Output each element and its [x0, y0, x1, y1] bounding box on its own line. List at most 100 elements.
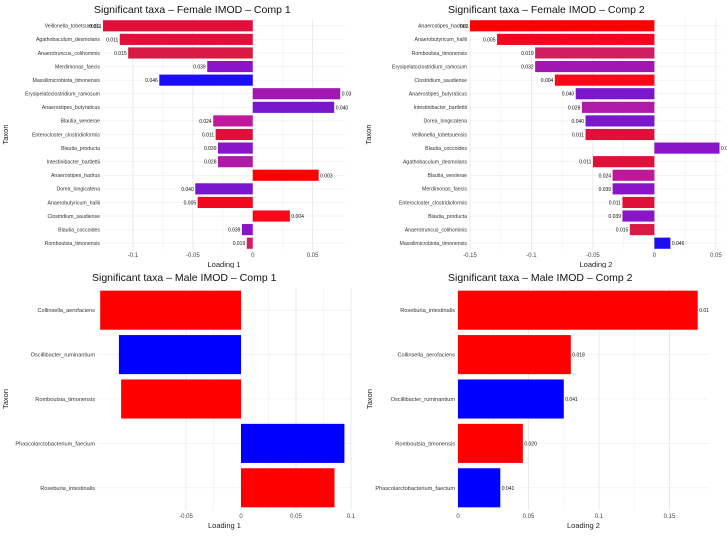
bar — [458, 379, 564, 419]
bar — [458, 468, 501, 508]
y-tick-label: Anaerobutyricum_hallii — [415, 37, 467, 43]
bar — [612, 169, 655, 181]
data-label: 0.020 — [524, 441, 537, 447]
bar — [241, 468, 335, 508]
bar — [458, 290, 698, 330]
y-axis-title: Taxon — [1, 124, 10, 144]
x-tick-label: 0.05 — [523, 514, 535, 520]
y-tick-label: Romboutsia_timonensis — [35, 397, 95, 403]
data-label: 0.041 — [502, 486, 515, 492]
y-tick-label: Enterocloster_clostridioformis — [32, 132, 100, 138]
bar — [121, 379, 241, 419]
y-tick-label: Clostridium_saudiense — [48, 214, 101, 220]
bar — [252, 88, 341, 100]
y-tick-label: Romboutsia_timonensis — [412, 51, 468, 57]
y-tick-label: Anaerostipes_hadrus — [418, 24, 467, 30]
data-label: 0.015 — [114, 51, 127, 57]
data-label: 0.01 — [699, 308, 709, 314]
x-tick-label: -0.1 — [128, 253, 139, 259]
bar — [458, 423, 523, 463]
y-axis-title: Taxon — [1, 389, 10, 409]
y-tick-label: Anaerostipes_butyraticus — [409, 92, 468, 98]
x-tick-label: 0.05 — [290, 514, 302, 520]
data-label: 0.040 — [572, 119, 585, 125]
bar — [159, 74, 253, 86]
y-tick-label: Blautia_coccoides — [58, 227, 100, 233]
y-tick-label: Oscillibacter_ruminantium — [31, 353, 96, 359]
data-label: 0.005 — [184, 200, 197, 206]
bar — [622, 210, 655, 222]
bar — [629, 224, 655, 236]
x-axis-title: Loading 2 — [567, 521, 600, 530]
x-tick-label: -0.05 — [179, 514, 193, 520]
bar — [535, 47, 655, 59]
y-tick-label: Anaerostipes_hadrus — [51, 173, 100, 179]
y-tick-label: Collinsella_aerofaciens — [37, 308, 95, 314]
y-tick-label: Roseburia_intestinalis — [40, 486, 95, 492]
x-tick-label: 0.1 — [347, 514, 356, 520]
y-tick-label: Massilimicrobiota_timonensis — [33, 78, 101, 84]
y-tick-label: Merdimonas_faecis — [422, 187, 467, 193]
y-tick-label: Veillonella_tobetsuensis — [45, 24, 101, 30]
bar — [207, 60, 253, 73]
chart-female-comp2: -0.15 -0.1 -0.05 0 0.05 Anaerostipes_hadrus00… — [364, 19, 727, 268]
x-tick-label: -0.15 — [463, 253, 477, 259]
bar — [103, 20, 253, 32]
data-label: 0.005 — [483, 37, 496, 43]
chart-male-comp1: -0.05 0 0.05 0.1 Collinsella_aerofaciens Osci… — [1, 288, 356, 530]
data-label: 0.046 — [145, 78, 158, 84]
data-label: 0.039 — [228, 228, 241, 234]
bar — [612, 183, 655, 195]
bar — [622, 196, 655, 209]
y-tick-label: Roseburia_intestinalis — [400, 308, 455, 314]
x-axis-title: Loading 1 — [208, 521, 241, 530]
data-label: 0.024 — [599, 173, 612, 179]
y-tick-label: Dorea_longicatena — [56, 187, 100, 193]
x-tick-label: 0.05 — [710, 253, 722, 259]
data-label: 0.024 — [199, 119, 212, 125]
y-tick-label: Blautia_wexlerae — [427, 173, 467, 179]
bar — [218, 156, 253, 168]
bar — [100, 290, 241, 330]
data-label: 0.0 — [721, 146, 727, 152]
bar — [654, 142, 720, 154]
x-tick-label: 0.1 — [595, 514, 604, 520]
data-label: 0.040 — [181, 187, 194, 193]
y-tick-label: Massilimicrobiota_timonensis — [400, 241, 468, 247]
data-label: 0.019 — [233, 241, 246, 247]
x-tick-label: 0.05 — [307, 253, 319, 259]
chart-title: Significant taxa – Male IMOD – Comp 1 — [92, 272, 277, 284]
data-label: 0.028 — [204, 160, 217, 166]
chart-female-comp1: -0.1 -0.05 0 0.05Veillonella_tobetsuensis0.… — [1, 19, 352, 268]
y-tick-label: Merdimonas_faecis — [55, 64, 100, 70]
y-tick-label: Phascolarctobacterium_faecium — [15, 441, 95, 447]
data-label: 0.004 — [541, 78, 554, 84]
data-label: 0.003 — [320, 173, 333, 179]
data-label: 0.039 — [204, 146, 217, 152]
bar — [128, 47, 253, 59]
y-tick-label: Phascolarctobacterium_faecium — [375, 486, 455, 492]
y-tick-label: Blautia_producta — [61, 146, 100, 152]
y-tick-label: Anaerobutyricum_hallii — [48, 200, 100, 206]
bar — [497, 33, 655, 45]
y-tick-label: Enterocloster_clostridioformis — [399, 200, 467, 206]
x-tick-label: 0 — [653, 253, 657, 259]
bar — [241, 224, 253, 236]
y-tick-label: Erysipelatoclostridium_ramosum — [25, 92, 100, 98]
y-tick-label: Intestinibacter_bartlettii — [414, 105, 467, 111]
data-label: 0.011 — [106, 37, 118, 43]
data-label: 0.040 — [562, 92, 575, 98]
bar — [535, 60, 655, 73]
x-tick-label: -0.05 — [586, 253, 600, 259]
data-label: 0.040 — [336, 105, 349, 111]
data-label: 0.011 — [579, 160, 591, 166]
bar — [575, 88, 655, 100]
bar — [252, 169, 319, 181]
x-tick-label: 0 — [239, 514, 243, 520]
chart-title: Significant taxa – Male IMOD – Comp 2 — [448, 272, 633, 284]
data-label: 0.039 — [608, 214, 621, 220]
data-label: 0.011 — [202, 133, 214, 139]
bar — [246, 237, 253, 249]
data-label: 0.011 — [572, 133, 584, 139]
chart-title: Significant taxa – Female IMOD – Comp 1 — [94, 4, 291, 16]
